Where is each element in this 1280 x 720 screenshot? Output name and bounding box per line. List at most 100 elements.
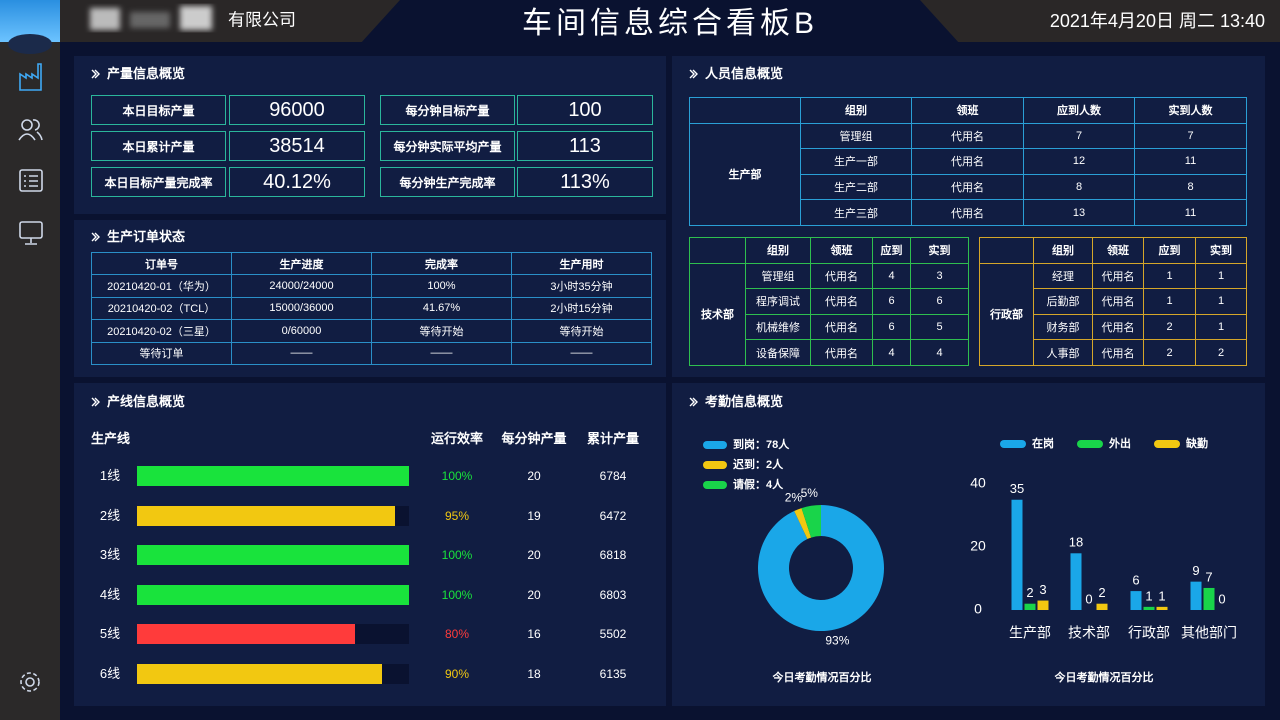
table-cell: 1 — [1195, 288, 1247, 315]
table-cell: 管理组 — [745, 262, 811, 290]
table-cell: —— — [371, 341, 512, 365]
table-cell: 100% — [371, 274, 512, 298]
x-tick-label: 技术部 — [1068, 625, 1110, 641]
legend-swatch — [703, 441, 727, 449]
company: 有限公司 — [228, 10, 296, 29]
bar — [1037, 600, 1049, 610]
y-tick-label: 20 — [970, 538, 986, 554]
table-cell: 20210420-02（三星） — [91, 319, 232, 343]
bar — [137, 466, 409, 486]
table-header: 领班 — [810, 237, 873, 264]
table-header: 完成率 — [371, 251, 512, 276]
table-cell: 24000/24000 — [231, 274, 372, 298]
section-title: 考勤信息概览 — [705, 394, 784, 409]
value-label: 35 — [1010, 481, 1024, 496]
nav-monitor[interactable] — [19, 221, 43, 245]
table-cell: 2小时15分钟 — [511, 296, 652, 321]
table-cell: 6 — [872, 313, 911, 341]
column-header: 运行效率 — [430, 431, 483, 446]
table-cell: 6818 — [599, 548, 627, 563]
table-cell: 8 — [1134, 173, 1247, 201]
nav-list[interactable] — [19, 169, 43, 192]
stat-label: 每分钟目标产量 — [380, 95, 515, 125]
table-header: 实到人数 — [1134, 97, 1247, 124]
stat-label: 本日目标产量 — [91, 95, 226, 125]
table-header: 实到 — [910, 237, 969, 264]
slice-label: 5% — [801, 486, 819, 500]
table-cell: 20 — [527, 587, 541, 602]
column-header: 累计产量 — [586, 431, 639, 446]
slice-label: 2% — [785, 490, 803, 504]
x-tick-label: 生产部 — [1009, 625, 1051, 641]
section-title: 产线信息概览 — [107, 394, 186, 409]
table-cell: 19 — [527, 508, 541, 523]
legend-label: 在岗 — [1032, 436, 1054, 450]
panel-lines — [74, 383, 666, 706]
line-name: 3线 — [99, 547, 121, 563]
x-tick-label: 行政部 — [1128, 625, 1170, 641]
nav-people[interactable] — [18, 119, 43, 141]
legend-label: 缺勤 — [1185, 436, 1208, 450]
stat-value: 38514 — [229, 131, 365, 161]
table-cell: 4 — [872, 339, 911, 366]
legend-label: 迟到：2人 — [733, 457, 784, 471]
bar — [1130, 591, 1142, 610]
table-header: 领班 — [1092, 237, 1144, 264]
slice-label: 93% — [825, 633, 849, 647]
table-cell: 等待开始 — [371, 319, 512, 343]
stat-label: 本日目标产量完成率 — [91, 167, 226, 197]
value-label: 100% — [441, 587, 473, 602]
table-cell: 11 — [1134, 199, 1247, 226]
legend-label: 到岗：78人 — [733, 437, 790, 451]
section-title: 人员信息概览 — [705, 66, 784, 81]
section-icon — [91, 232, 100, 242]
table-cell: 3小时35分钟 — [511, 274, 652, 298]
x-tick-label: 其他部门 — [1181, 625, 1237, 641]
value-label: 6 — [1132, 573, 1139, 588]
line-name: 1线 — [99, 468, 121, 483]
table-cell: 15000/36000 — [231, 296, 372, 321]
table-cell: 20210420-01（华为） — [91, 274, 232, 298]
table-cell: —— — [231, 341, 372, 365]
bar — [137, 545, 409, 566]
value-label: 1 — [1158, 588, 1165, 603]
table-cell: 16 — [527, 627, 541, 642]
stat-value: 96000 — [229, 95, 365, 125]
line-name: 6线 — [99, 666, 121, 681]
bar — [1011, 499, 1023, 610]
section-title: 生产订单状态 — [107, 229, 186, 244]
value-label: 1 — [1145, 588, 1152, 603]
sidebar — [0, 0, 60, 720]
value-label: 7 — [1205, 569, 1212, 584]
section-icon — [689, 69, 698, 79]
bar — [1024, 603, 1036, 610]
table-cell: 人事部 — [1033, 339, 1093, 366]
table-group: 技术部 — [689, 262, 746, 366]
legend-swatch — [703, 461, 727, 469]
table-cell: 等待订单 — [91, 341, 232, 365]
table-header: 生产进度 — [231, 251, 372, 276]
value-label: 2 — [1026, 585, 1033, 600]
column-header: 生产线 — [91, 431, 131, 446]
legend-swatch — [1077, 440, 1103, 448]
table-cell: 2 — [1195, 339, 1247, 366]
table-cell: —— — [511, 341, 652, 365]
legend-swatch — [1154, 440, 1180, 448]
table-cell: 6 — [910, 288, 969, 315]
bar — [1143, 606, 1155, 610]
bar — [137, 664, 382, 684]
nav-settings[interactable] — [20, 672, 40, 692]
column-header: 每分钟产量 — [501, 431, 567, 446]
value-label: 0 — [1085, 591, 1092, 606]
nav-factory[interactable] — [19, 63, 42, 91]
value-label: 0 — [1218, 591, 1225, 606]
table-cell: 8 — [1023, 173, 1135, 201]
value-label: 9 — [1192, 563, 1199, 578]
section-icon — [91, 69, 100, 79]
legend-label: 请假：4人 — [733, 477, 784, 491]
table-cell: 13 — [1023, 199, 1135, 226]
table-cell: 代用名 — [911, 173, 1024, 201]
value-label: 100% — [441, 548, 473, 563]
donut-slice — [794, 508, 812, 540]
table-cell: 等待开始 — [511, 319, 652, 343]
